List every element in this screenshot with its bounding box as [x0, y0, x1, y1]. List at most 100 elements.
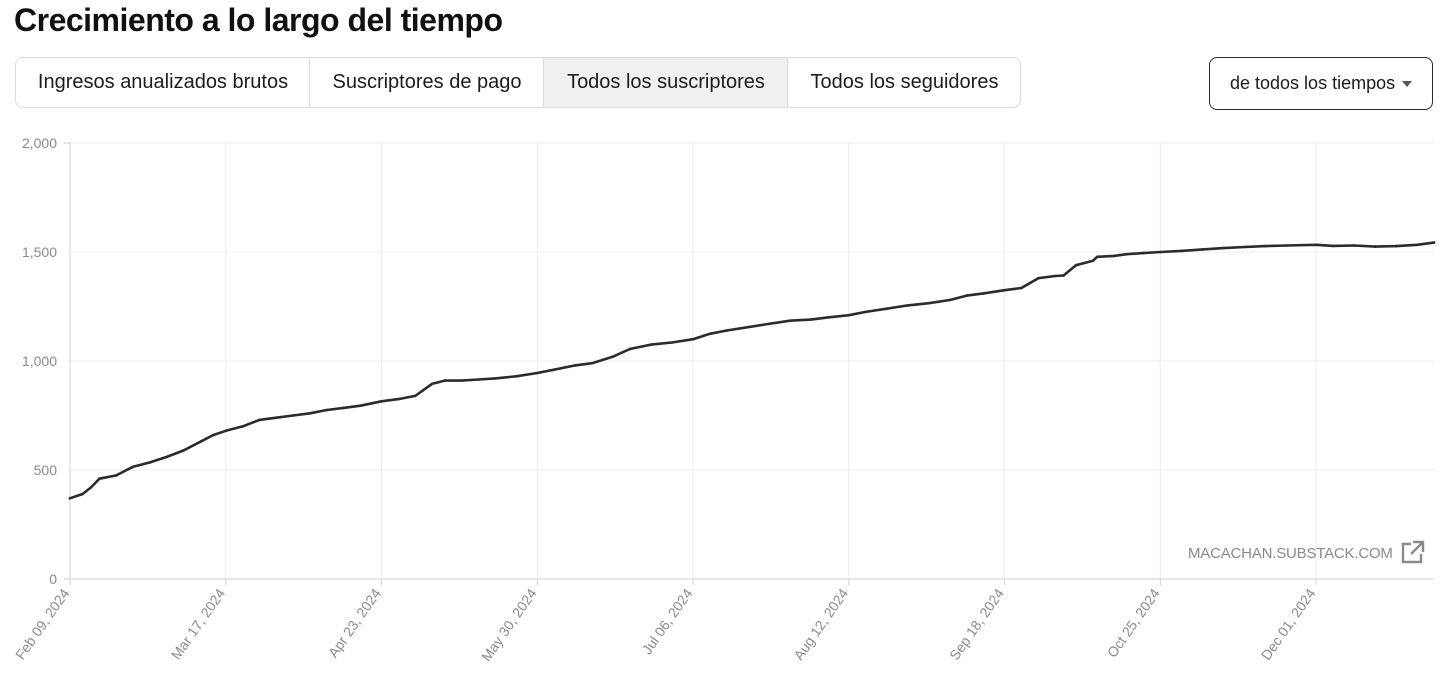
data-point: [1243, 245, 1246, 249]
data-point: [767, 322, 771, 326]
series-line: [68, 241, 1436, 500]
data-point: [325, 408, 329, 412]
data-point: [224, 429, 228, 433]
data-point: [982, 292, 985, 295]
data-point: [1394, 244, 1398, 248]
data-point: [514, 375, 518, 378]
data-point: [131, 465, 135, 469]
data-point: [1373, 245, 1377, 248]
data-point: [413, 394, 417, 398]
tab-all-subscribers[interactable]: Todos los suscriptores: [544, 58, 788, 107]
time-range-select[interactable]: de todos los tiempos: [1209, 57, 1433, 110]
tab-gross-annualized-revenue[interactable]: Ingresos anualizados brutos: [16, 58, 310, 107]
data-point: [552, 368, 556, 372]
x-tick-label: Dec 01, 2024: [1258, 585, 1319, 663]
data-point: [1159, 250, 1162, 254]
data-point: [1074, 263, 1078, 267]
data-point: [397, 397, 400, 401]
data-point: [199, 440, 202, 444]
data-point: [1062, 274, 1065, 277]
metric-tabs: Ingresos anualizados brutos Suscriptores…: [15, 57, 1021, 108]
y-tick-label: 500: [34, 462, 58, 478]
x-tick-label: Apr 23, 2024: [325, 585, 384, 660]
data-point: [1331, 244, 1335, 248]
data-point: [1180, 249, 1183, 253]
data-point: [788, 319, 792, 323]
watermark: MACACHAN.SUBSTACK.COM: [1188, 540, 1425, 566]
data-point: [1264, 244, 1267, 248]
data-point: [864, 310, 867, 314]
data-point: [460, 379, 463, 382]
data-point: [965, 294, 968, 297]
y-tick-label: 1,000: [22, 353, 57, 369]
x-tick-label: May 30, 2024: [478, 585, 540, 664]
data-point: [493, 377, 497, 380]
data-point: [847, 313, 851, 317]
data-point: [725, 329, 728, 332]
time-range-value: de todos los tiempos: [1230, 73, 1396, 93]
x-tick-label: Mar 17, 2024: [168, 585, 229, 662]
data-point: [258, 418, 261, 422]
data-point: [241, 425, 244, 428]
data-point: [308, 412, 312, 415]
caret-down-icon: [1402, 81, 1412, 87]
data-point: [89, 486, 93, 489]
data-point: [1314, 243, 1318, 247]
x-tick-label: Oct 25, 2024: [1104, 585, 1163, 660]
tab-paid-subscribers[interactable]: Suscriptores de pago: [310, 58, 544, 107]
external-link-icon[interactable]: [1399, 540, 1425, 566]
data-point: [809, 318, 813, 321]
data-point: [148, 461, 152, 464]
data-point: [1352, 244, 1356, 247]
data-point: [342, 406, 345, 410]
data-point: [430, 382, 434, 386]
data-point: [708, 332, 712, 336]
data-point: [1037, 276, 1040, 280]
y-tick-label: 2,000: [22, 135, 57, 151]
data-point: [477, 378, 480, 381]
data-point: [1432, 241, 1436, 244]
data-point: [1020, 286, 1023, 290]
page-title: Crecimiento a lo largo del tiempo: [14, 2, 503, 38]
data-point: [291, 414, 295, 417]
data-point: [115, 474, 118, 477]
data-point: [1112, 254, 1116, 258]
x-tick-label: Jul 06, 2024: [639, 585, 696, 657]
data-point: [98, 477, 101, 481]
data-point: [1222, 246, 1225, 250]
data-point: [906, 304, 910, 307]
data-point: [1285, 244, 1288, 247]
data-point: [691, 337, 695, 341]
y-tick-label: 1,500: [22, 244, 57, 260]
data-point: [1003, 288, 1006, 292]
data-point: [81, 492, 84, 496]
data-point: [1125, 252, 1128, 256]
data-point: [1201, 248, 1204, 251]
data-point: [1142, 251, 1145, 255]
data-point: [573, 364, 577, 367]
x-tick-label: Sep 18, 2024: [946, 585, 1007, 663]
data-point: [380, 400, 383, 403]
data-point: [68, 497, 72, 500]
data-point: [885, 307, 888, 311]
data-point: [1053, 274, 1057, 278]
y-tick-label: 0: [49, 571, 57, 587]
data-point: [628, 347, 632, 351]
x-tick-label: Aug 12, 2024: [790, 585, 851, 663]
data-point: [1095, 255, 1099, 259]
data-point: [165, 455, 169, 459]
data-point: [670, 341, 674, 344]
data-point: [746, 325, 750, 329]
data-point: [611, 355, 615, 358]
x-tick-label: Feb 09, 2024: [12, 585, 73, 662]
data-point: [359, 404, 362, 408]
data-point: [1415, 243, 1419, 247]
data-point: [536, 371, 539, 375]
data-point: [927, 301, 931, 305]
data-point: [1091, 259, 1095, 263]
data-point: [443, 379, 447, 382]
tab-all-followers[interactable]: Todos los seguidores: [810, 71, 999, 93]
watermark-text: MACACHAN.SUBSTACK.COM: [1188, 544, 1393, 562]
data-point: [275, 416, 278, 420]
